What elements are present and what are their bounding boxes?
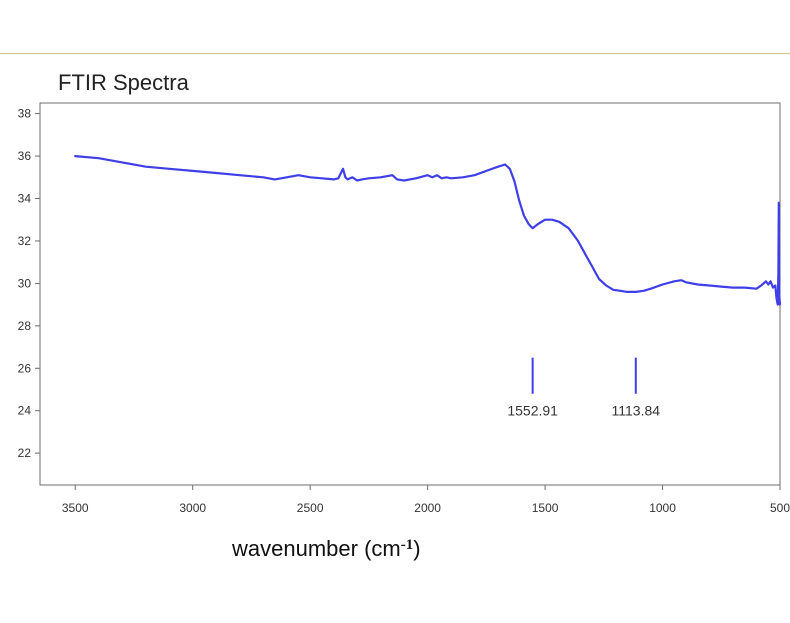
y-tick-label: 22 — [18, 446, 32, 460]
header-divider — [0, 53, 790, 54]
y-tick-label: 34 — [18, 192, 32, 206]
y-tick-label: 32 — [18, 234, 32, 248]
x-tick-label: 1500 — [532, 501, 559, 515]
y-tick-label: 38 — [18, 107, 32, 121]
y-tick-label: 28 — [18, 319, 32, 333]
x-axis-label-close: ) — [413, 536, 421, 561]
annotations-group: 1552.91 1113.84 — [507, 357, 661, 419]
x-axis-label-text: wavenumber (cm — [232, 536, 401, 561]
x-axis-label-exponent: -1 — [400, 537, 414, 553]
peak-label: 1552.91 — [507, 403, 558, 419]
y-tick-label: 26 — [18, 361, 32, 375]
x-tick-label: 2500 — [297, 501, 324, 515]
x-tick-label: 500 — [770, 501, 790, 515]
y-axis: 22 24 26 28 30 32 34 36 38 — [18, 107, 40, 460]
x-tick-label: 3500 — [62, 501, 89, 515]
series-group — [74, 155, 782, 306]
chart-title: FTIR Spectra — [58, 70, 189, 95]
y-tick-label: 30 — [18, 276, 32, 290]
x-tick-label: 2000 — [414, 501, 441, 515]
plot-frame — [39, 102, 781, 486]
x-axis: 3500 3000 2500 2000 1500 1000 500 — [62, 485, 790, 515]
x-tick-label: 3000 — [179, 501, 206, 515]
peak-label: 1113.84 — [612, 403, 661, 419]
x-tick-label: 1000 — [649, 501, 676, 515]
y-tick-label: 24 — [18, 404, 32, 418]
y-tick-label: 36 — [18, 149, 32, 163]
x-axis-label: wavenumber (cm-1) — [232, 536, 421, 562]
spectrum-line — [74, 155, 782, 306]
